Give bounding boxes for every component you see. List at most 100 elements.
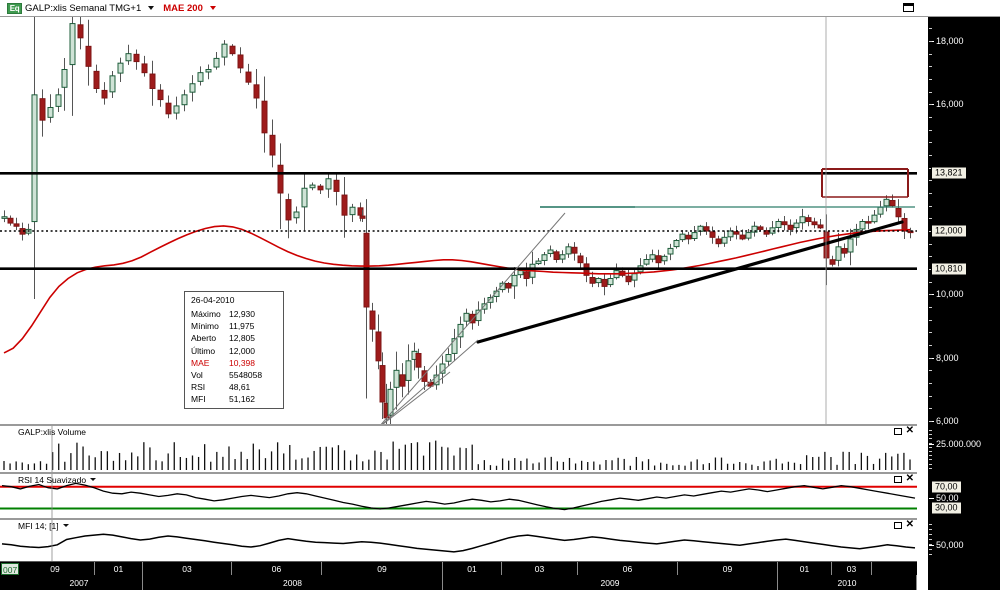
date-axis[interactable]: 09 01 03 06 09 01 03 06 09 01 03 007 xyxy=(0,561,917,576)
axis-value-box-rsi-30[interactable]: 30,00 xyxy=(931,501,962,515)
candlestick xyxy=(625,268,632,286)
candlestick xyxy=(871,209,878,224)
price-chart-canvas xyxy=(0,17,917,424)
candlestick xyxy=(523,262,530,287)
symbol-chevron-down-icon[interactable] xyxy=(148,6,155,10)
date-axis-year: 2008 xyxy=(143,575,443,590)
candlestick xyxy=(393,351,400,410)
volume-canvas xyxy=(3,426,911,472)
axis-tick xyxy=(929,534,932,535)
readout-value: 10,398 xyxy=(229,357,255,368)
candlestick xyxy=(285,193,292,239)
axis-tick xyxy=(929,529,932,530)
date-axis-year: 2007 xyxy=(16,575,143,590)
readout-value: 12,000 xyxy=(229,345,255,356)
volume-pane-title[interactable]: GALP:xlis Volume xyxy=(18,427,87,437)
date-axis-year: 2009 xyxy=(443,575,778,590)
mae-200-line xyxy=(3,225,911,354)
candlestick xyxy=(363,199,370,399)
price-chart-pane[interactable] xyxy=(0,17,917,424)
mfi-pane-title[interactable]: MFI 14; [1] xyxy=(18,521,59,531)
rsi-close-pane-icon[interactable]: ✕ xyxy=(905,474,914,484)
candlestick xyxy=(349,203,356,222)
rsi-pane-title[interactable]: RSI 14 Suavizado xyxy=(18,475,87,485)
volume-pane[interactable]: GALP:xlis Volume ✕ xyxy=(0,426,917,472)
candlestick xyxy=(661,254,668,265)
candlestick xyxy=(685,231,692,245)
candlestick xyxy=(859,219,866,233)
candlestick xyxy=(463,308,470,327)
candlestick xyxy=(359,209,366,223)
axis-value-box-rsi-70[interactable]: 70,00 xyxy=(931,480,962,494)
axis-tick xyxy=(929,430,932,431)
readout-value: 51,162 xyxy=(229,394,255,405)
mfi-pane-controls: ✕ xyxy=(893,520,914,530)
candlestick xyxy=(13,217,20,231)
volume-close-pane-icon[interactable]: ✕ xyxy=(905,426,914,436)
volume-restore-pane-icon[interactable] xyxy=(893,427,902,435)
readout-row: Mínimo 11,975 xyxy=(185,320,283,332)
axis-tick xyxy=(929,539,932,540)
mfi-canvas xyxy=(1,520,916,561)
candlestick xyxy=(841,243,848,258)
axis-tick xyxy=(929,167,932,169)
candlestick xyxy=(189,75,196,102)
rsi-restore-pane-icon[interactable] xyxy=(893,475,902,483)
darkred-consolidation-bracket[interactable] xyxy=(821,168,909,198)
axis-label: 25.000.000 xyxy=(936,439,982,449)
axis-tick xyxy=(929,332,932,334)
candlestick xyxy=(55,88,62,112)
candlestick xyxy=(547,245,554,258)
chart-toolbar: Eq GALP:xlis Semanal TMG+1 MAE 200 xyxy=(0,0,1000,17)
candlestick xyxy=(1,210,8,223)
axis-tick xyxy=(929,91,932,93)
candlestick xyxy=(883,195,890,212)
axis-tick xyxy=(929,243,932,245)
axis-tick xyxy=(929,544,934,546)
value-axis-column[interactable]: 18,000 16,000 10,000 8,000 6,000 13,821 12,000… xyxy=(917,17,1000,590)
indicator-label-mae[interactable]: MAE 200 xyxy=(163,2,203,14)
candlestick xyxy=(277,143,284,230)
readout-row: MAE 10,398 xyxy=(185,357,283,369)
axis-tick xyxy=(929,28,932,30)
axis-tick xyxy=(929,524,932,525)
speed-fan-lines[interactable] xyxy=(378,212,566,424)
mfi-pane[interactable]: MFI 14; [1] ✕ xyxy=(0,520,917,561)
candlestick xyxy=(763,227,770,237)
rsi-pane[interactable]: RSI 14 Suavizado ✕ xyxy=(0,474,917,518)
axis-value-box-12000[interactable]: 12,000 xyxy=(931,224,967,238)
candlestick xyxy=(85,19,92,86)
candlestick xyxy=(577,252,584,269)
readout-row: Aberto 12,805 xyxy=(185,332,283,344)
candlestick xyxy=(301,174,308,231)
readout-date: 26-04-2010 xyxy=(191,295,235,305)
axis-tick xyxy=(929,307,932,308)
indicator-chevron-down-icon[interactable] xyxy=(209,6,216,10)
candlestick xyxy=(703,222,710,235)
axis-tick xyxy=(929,319,932,321)
candlestick xyxy=(769,220,776,236)
candlestick xyxy=(369,302,376,342)
axis-tick xyxy=(929,269,932,270)
axis-label: 6,000 xyxy=(936,416,959,426)
rising-trendline[interactable] xyxy=(476,220,904,344)
candlestick xyxy=(535,257,542,266)
candlestick xyxy=(907,227,914,239)
candlestick xyxy=(799,208,806,230)
candlestick xyxy=(823,214,830,286)
candlestick xyxy=(173,96,180,120)
volume-pane-controls: ✕ xyxy=(893,426,914,436)
axis-value-box-13821[interactable]: 13,821 xyxy=(931,166,967,180)
pane-divider-volume[interactable] xyxy=(0,424,917,426)
axis-tick xyxy=(929,549,932,550)
axis-value-box-10810[interactable]: 10,810 xyxy=(931,262,967,276)
mfi-restore-pane-icon[interactable] xyxy=(893,521,902,529)
pane-divider-mfi[interactable] xyxy=(0,518,917,520)
axis-tick xyxy=(929,345,932,346)
restore-window-icon[interactable] xyxy=(903,3,914,12)
candlestick xyxy=(101,82,108,105)
pane-divider-rsi[interactable] xyxy=(0,472,917,474)
mfi-close-pane-icon[interactable]: ✕ xyxy=(905,520,914,530)
candlestick xyxy=(405,344,412,395)
